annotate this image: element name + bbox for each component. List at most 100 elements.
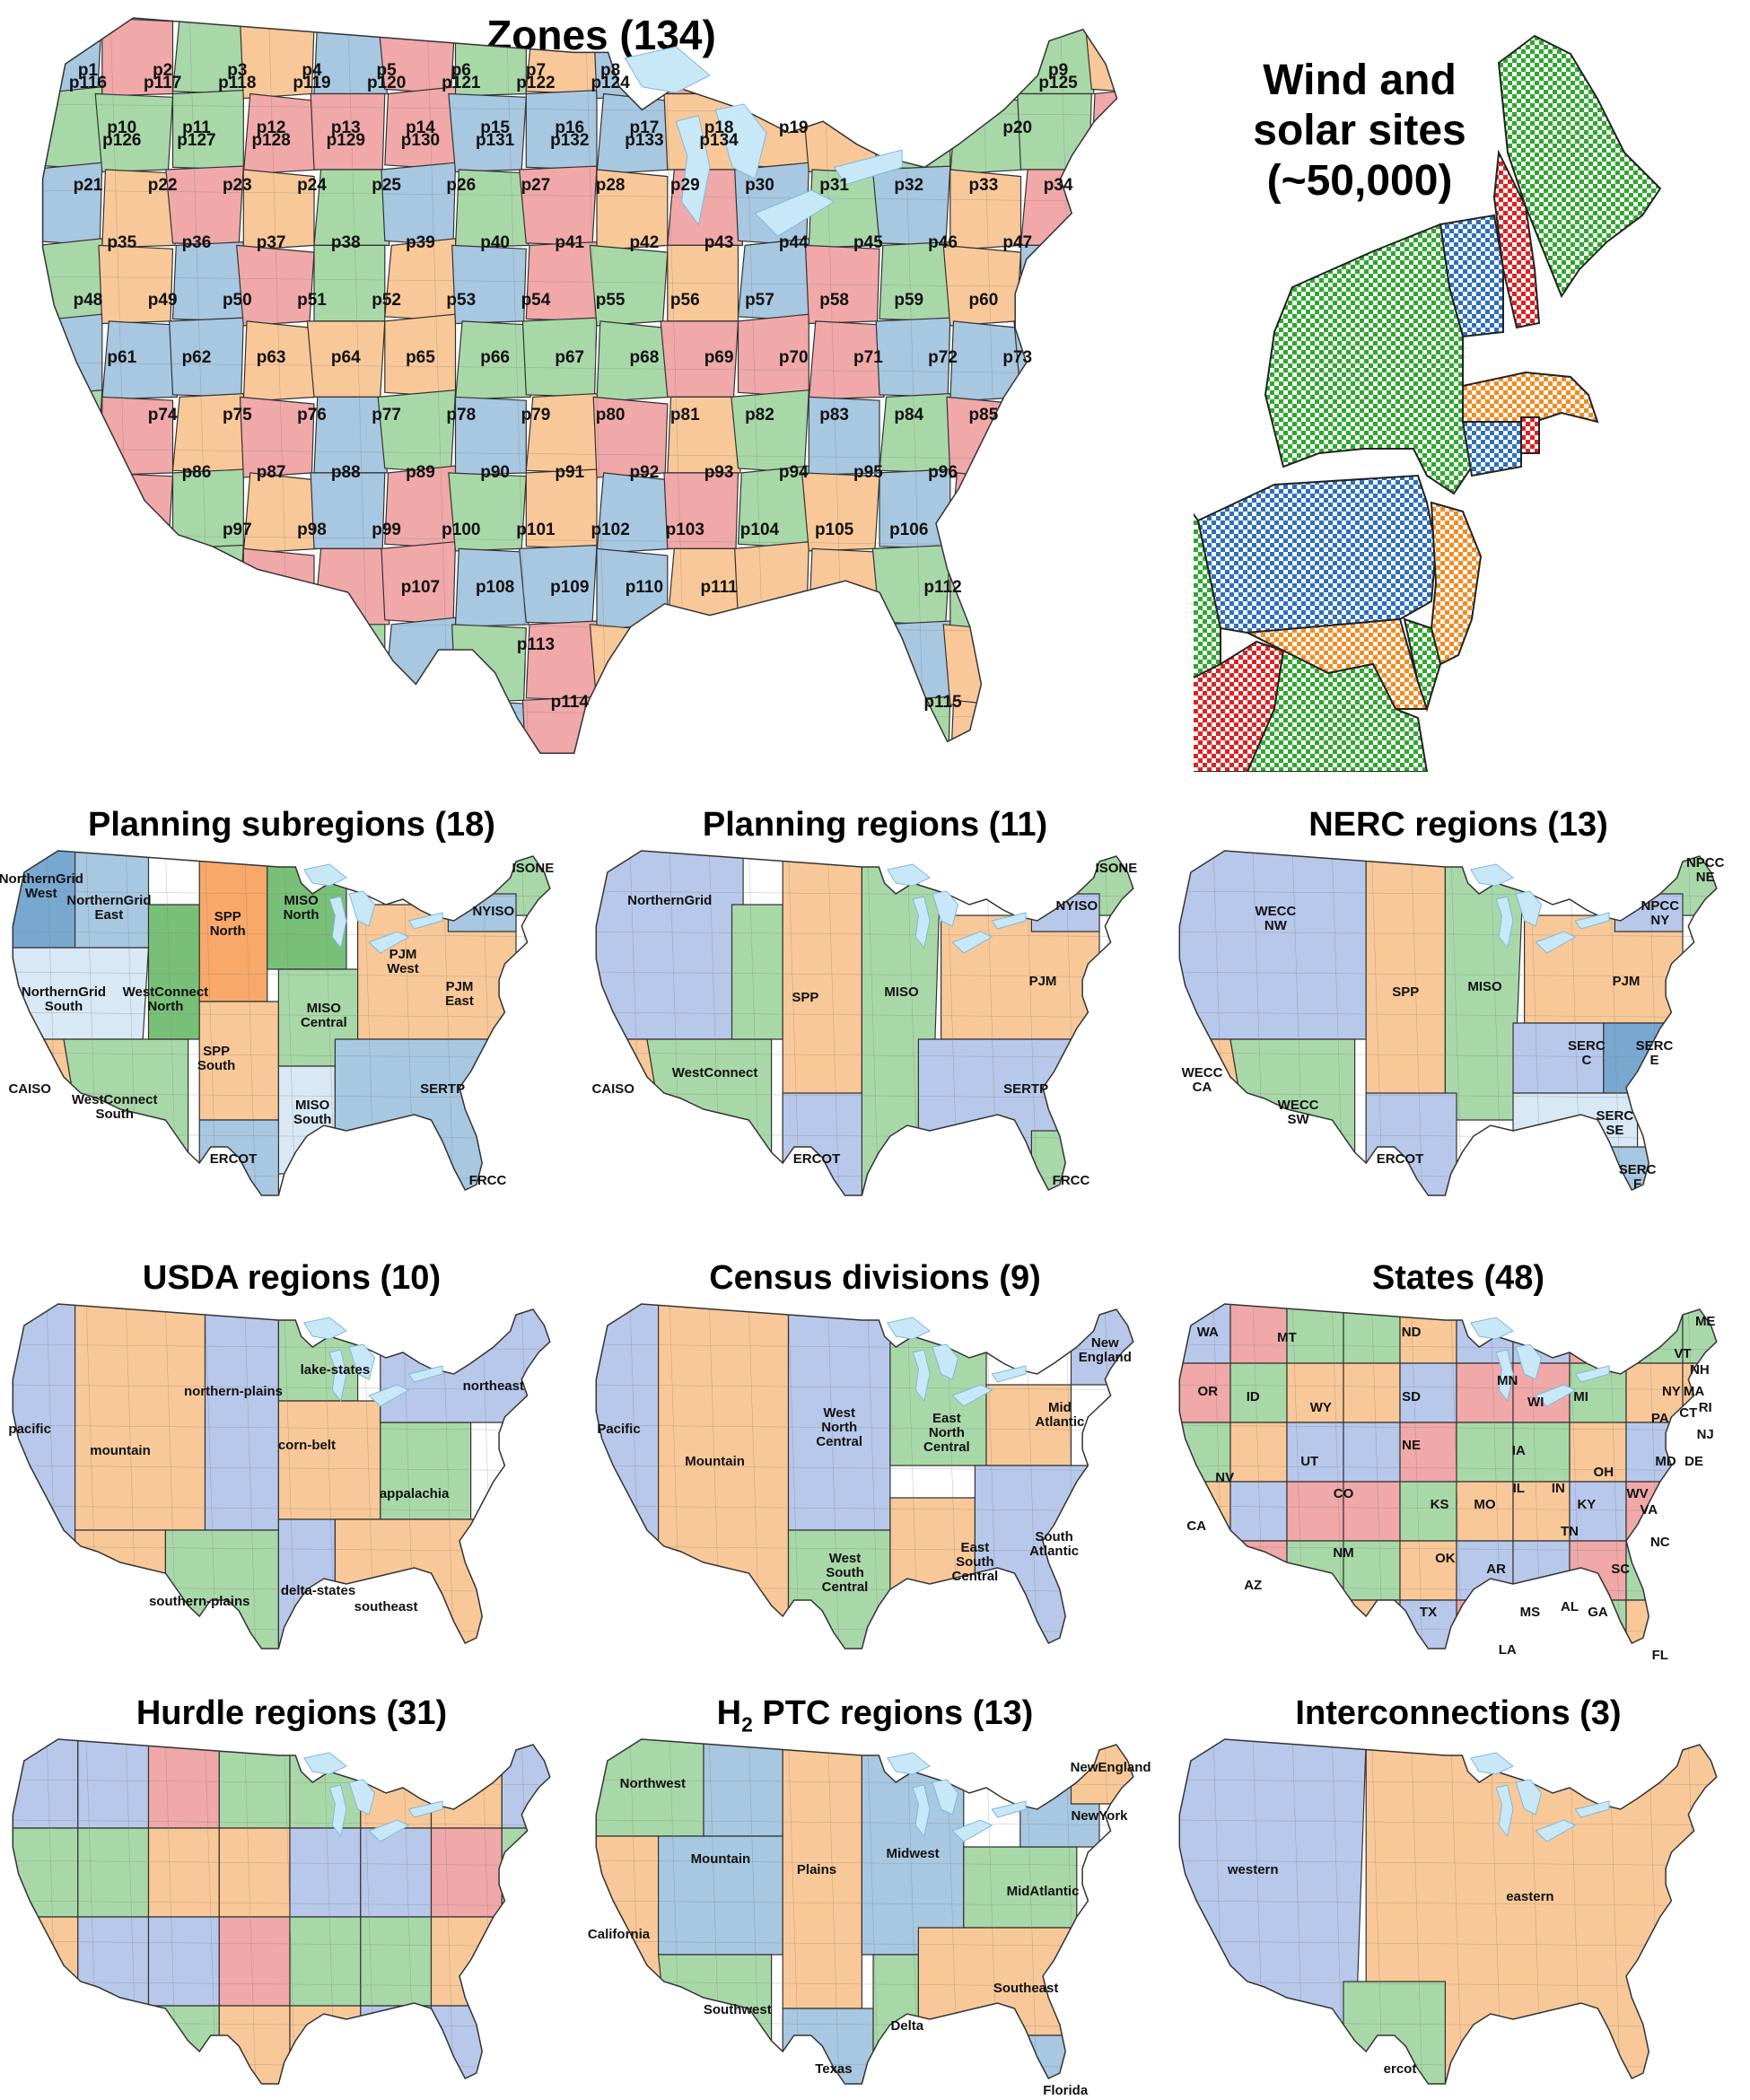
zone-label: p36 [182,233,212,252]
region-label: FL [1652,1648,1668,1663]
region-label: East South Central [952,1540,999,1584]
zone-label: p9 [1048,61,1068,80]
zone-label: p80 [596,406,626,424]
zone-label: p77 [372,406,401,424]
region-label: MISO North [284,893,319,923]
zone-label: p12 [257,118,286,137]
region-map [12,1738,551,2085]
region-label: California [588,1927,651,1942]
zone-label: p103 [666,521,704,539]
region-label: NorthernGrid South [22,984,106,1014]
region-label: southeast [354,1599,418,1614]
zone-label: p94 [779,463,809,482]
new-jersey-sites [1430,501,1483,666]
region-label: ID [1247,1389,1260,1404]
region-map-title: NERC regions (13) [1308,806,1608,844]
region-map-title: States (48) [1371,1259,1545,1297]
zone-label: p34 [1044,176,1073,195]
zone-label: p29 [670,176,700,195]
zone-label: p83 [819,406,849,424]
zone-label: p21 [74,176,103,195]
region-label: Midwest [887,1846,940,1861]
zone-label: p109 [550,578,589,597]
zone-label: p112 [923,578,961,597]
zone-label: p121 [442,74,481,92]
region-label: PJM East [445,979,474,1009]
region-label: MISO Central [301,1001,347,1030]
wind-solar-title-line2: solar sites [1253,107,1466,154]
region-label: OR [1198,1384,1219,1399]
zone-label: p104 [740,521,780,539]
zone-label: p66 [480,348,510,367]
region-label: NM [1333,1545,1353,1561]
delaware-sites [1403,617,1442,713]
zone-label: p96 [928,463,958,482]
region-label: AL [1561,1599,1579,1614]
zone-label: p117 [144,74,181,92]
wind-solar-panel: Wind and solar sites (~50,000) [1194,0,1750,772]
zone-label: p110 [626,578,663,597]
region-label: GA [1588,1605,1608,1620]
region-map-panel: USDA regions (10) lake-states northeast pac… [0,1243,583,1665]
region-label: NY [1662,1384,1681,1399]
region-map-panel: Census divisions (9) New England Pacific Wes… [583,1243,1167,1665]
zone-label: p26 [446,176,476,195]
region-label: SERTP [420,1081,465,1097]
zone-label: p81 [670,406,700,424]
region-label: western [1227,1862,1279,1877]
region-label: NYISO [1055,898,1098,914]
region-map-panel: H2 PTC regions (13) Northwest NewEngland Mo… [583,1678,1167,2100]
region-label: SPP [1392,984,1419,1000]
zone-label: p2 [153,61,172,80]
region-map-title: Planning regions (11) [702,806,1048,844]
region-map: NorthernGrid ISONE NYISO SPP MISO PJM CAISO Wes… [591,850,1137,1196]
region-label: CO [1334,1486,1354,1501]
region-label: Northwest [620,1776,686,1791]
west-pa-sites [1194,512,1221,679]
zone-label: p93 [704,463,734,482]
region-label: TN [1561,1524,1579,1539]
zone-label: p18 [704,118,734,137]
region-label: Florida [1043,2083,1089,2098]
zone-label: p39 [406,233,435,252]
connecticut-sites [1461,421,1522,477]
zone-label: p86 [182,463,212,482]
region-label: WestConnect North [123,984,209,1014]
zone-label: p101 [516,521,556,539]
zone-label: p5 [377,61,398,80]
region-label: MISO [1467,979,1502,994]
region-label: WV [1627,1486,1649,1501]
zone-label: p124 [591,74,630,92]
zone-label: p72 [928,348,958,367]
region-label: Plains [797,1862,836,1877]
zone-label: p3 [227,61,247,80]
zone-label: p70 [779,348,809,367]
region-label: WECC NW [1255,904,1296,933]
region-label: Southeast [993,1981,1059,1996]
region-label: SERC F [1619,1162,1657,1192]
region-label: FRCC [469,1173,507,1188]
region-label: NJ [1697,1427,1714,1442]
zone-label: p35 [107,233,136,252]
zone-label: p85 [969,406,999,424]
wind-solar-title-line3: (~50,000) [1266,157,1453,205]
zone-label: p119 [293,74,330,92]
region-map-panel: Interconnections (3) western eastern ercot [1167,1678,1750,2100]
region-label: mountain [90,1443,151,1458]
zone-label: p65 [406,348,435,367]
region-map-title: Interconnections (3) [1295,1694,1622,1732]
region-label: SPP North [210,909,246,939]
region-label: East North Central [923,1411,970,1455]
zone-label: p64 [331,348,361,367]
region-label: NorthernGrid West [0,871,83,901]
zone-label: p95 [853,463,883,482]
region-label: NPCC NY [1641,898,1680,928]
region-map: New England Pacific West North Central East Nor… [595,1303,1134,1649]
region-label: KS [1431,1497,1449,1512]
zone-label: p71 [853,348,883,367]
region-label: Delta [890,2018,923,2034]
zone-label: p127 [177,131,215,150]
region-label: SC [1611,1562,1630,1577]
region-label: West North Central [816,1405,862,1449]
